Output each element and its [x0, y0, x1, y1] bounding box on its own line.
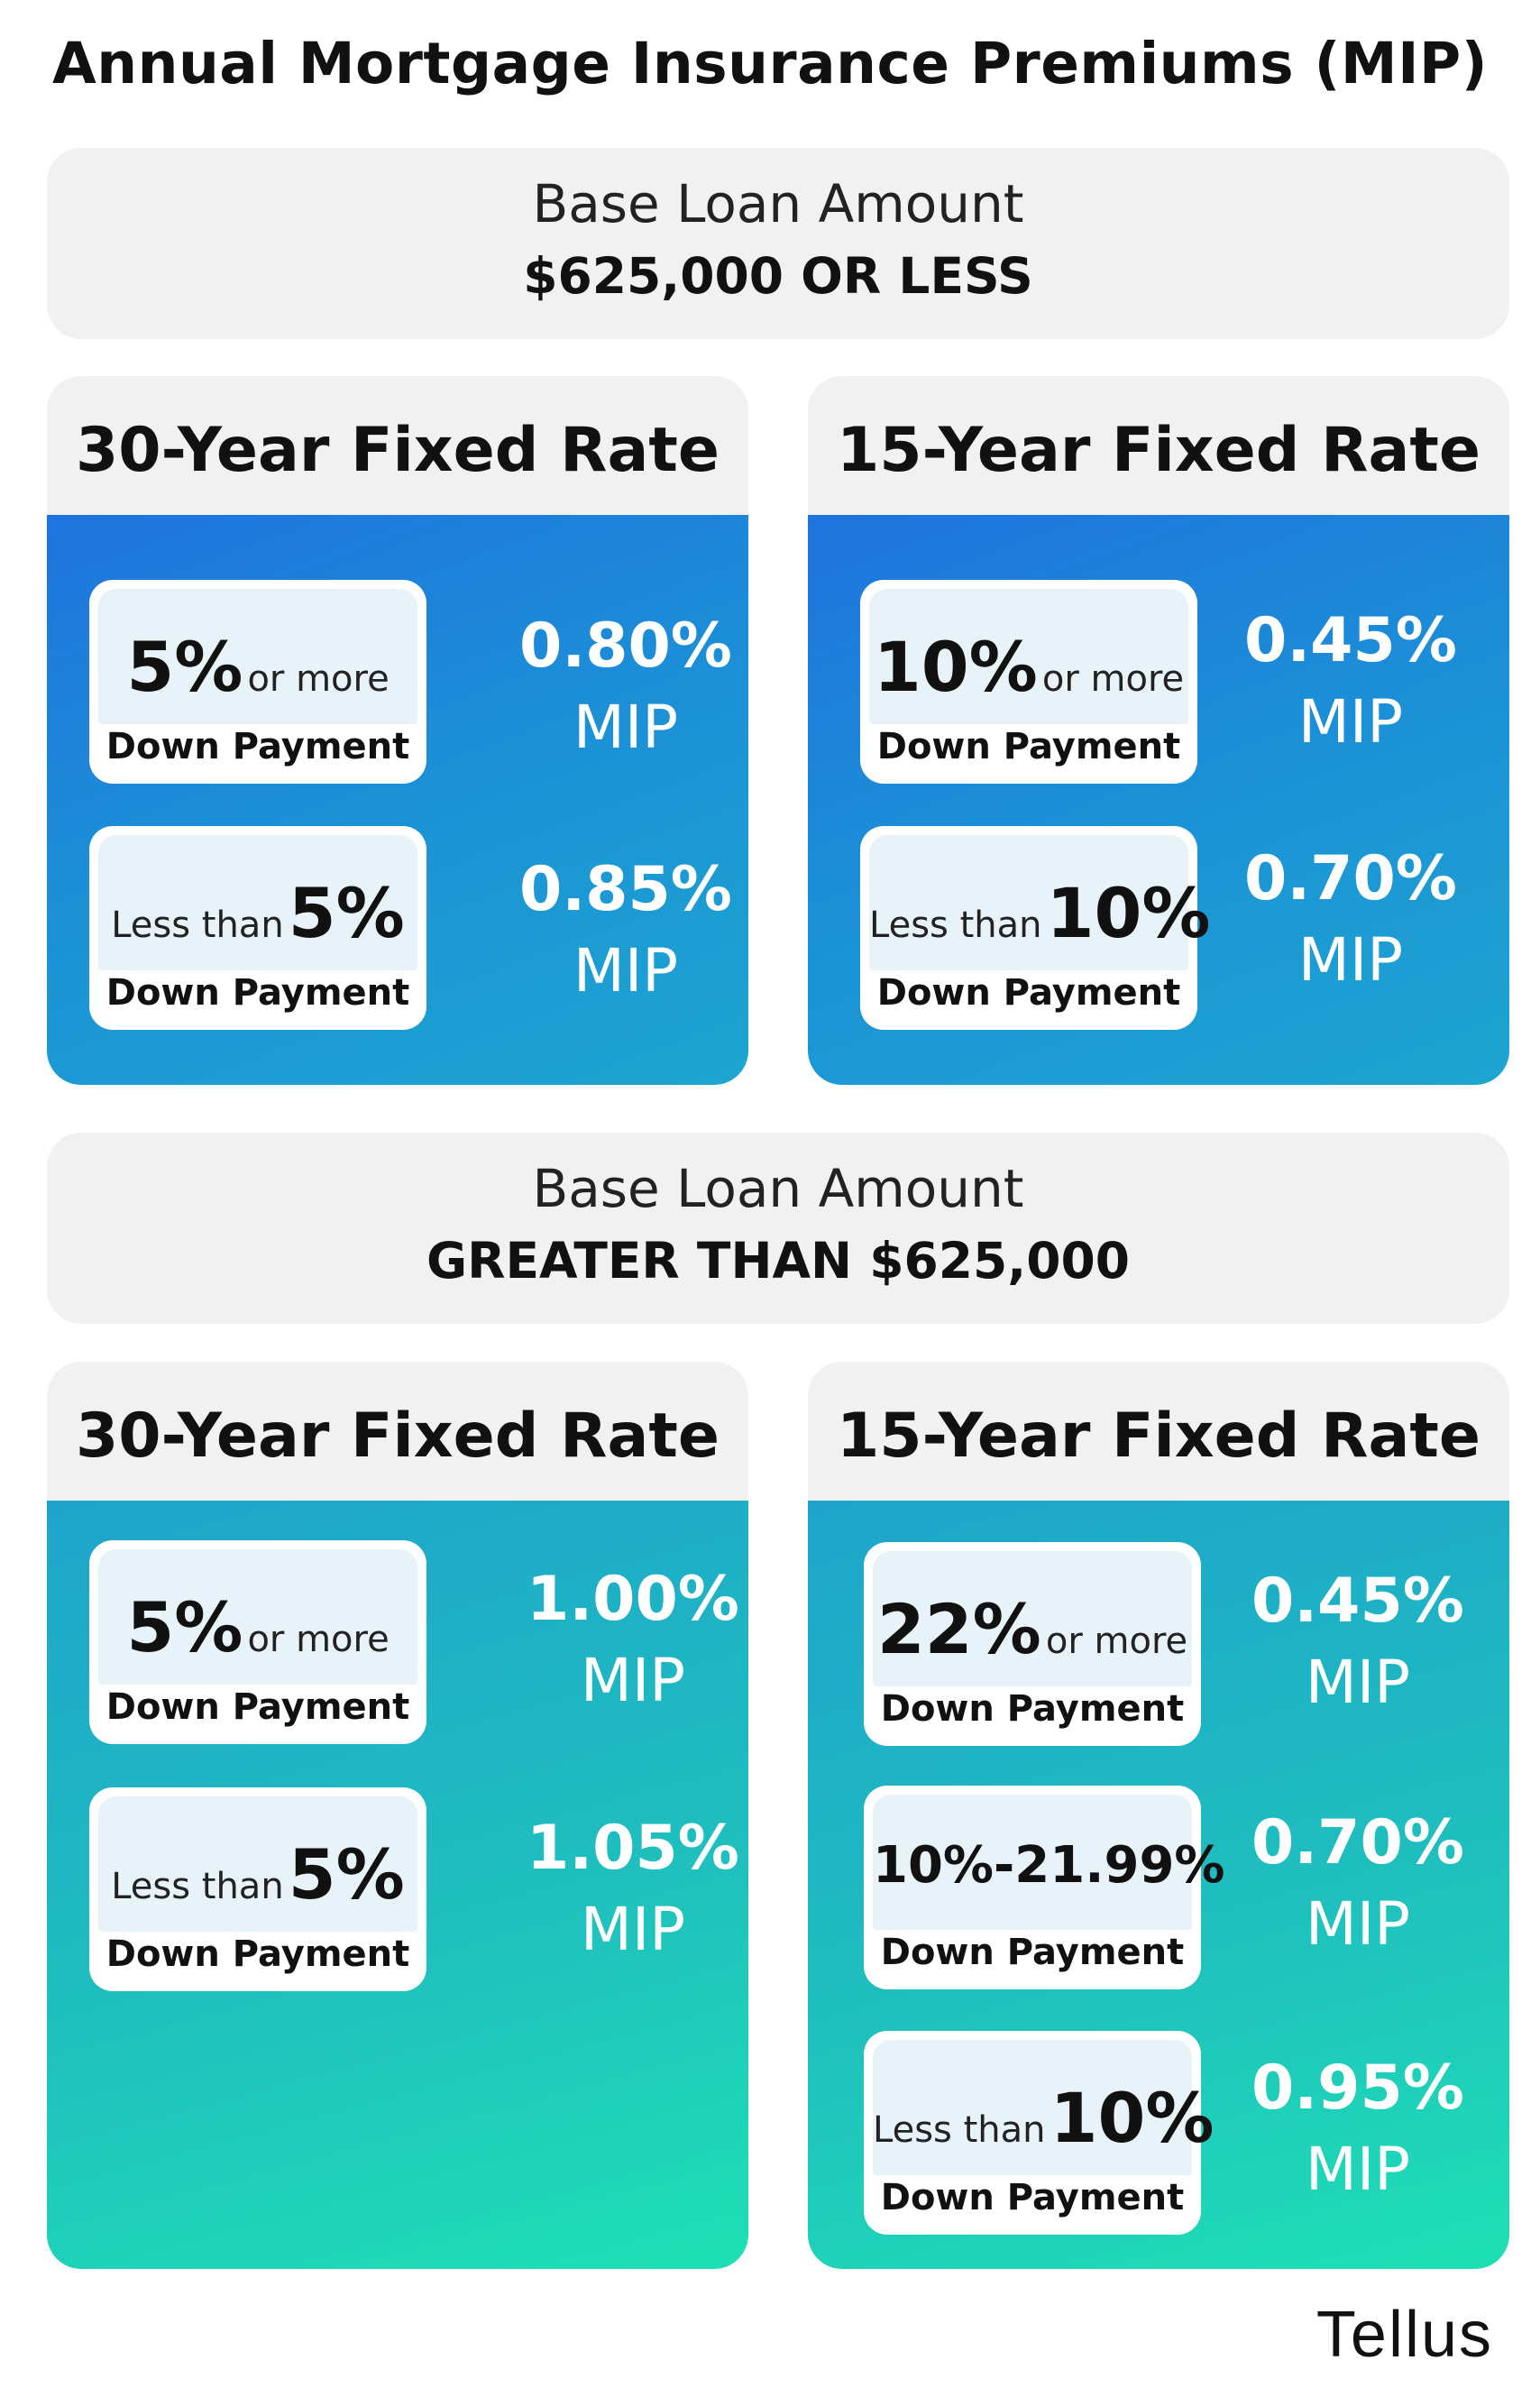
mip-rate: 0.45% MIP — [1224, 605, 1477, 758]
card-percent: 5% — [288, 873, 405, 953]
panel-30-year-standard: 30-Year Fixed Rate 5% or more Down Payme… — [47, 376, 748, 1085]
mip-rate: 0.95% MIP — [1232, 2053, 1484, 2206]
panel-15-year-high-balance: 15-Year Fixed Rate 22% or more Down Paym… — [808, 1362, 1509, 2269]
card-caption: Down Payment — [880, 2177, 1185, 2218]
card-percent: 5% — [126, 627, 243, 707]
mip-percent: 0.85% — [519, 854, 732, 925]
panel-body: 22% or more Down Payment 0.45% MIP 10%-2… — [808, 1501, 1509, 2269]
card-suffix: or more — [1041, 658, 1185, 700]
mip-percent: 0.45% — [1251, 1566, 1464, 1637]
down-payment-card: Less than 5% Down Payment — [89, 1787, 426, 1991]
card-caption: Down Payment — [880, 1688, 1185, 1730]
panel-heading: 30-Year Fixed Rate — [47, 1362, 748, 1501]
down-payment-card: Less than 5% Down Payment — [89, 826, 426, 1030]
card-caption: Down Payment — [105, 1686, 410, 1728]
panel-body: 10% or more Down Payment 0.45% MIP Less … — [808, 515, 1509, 1085]
panel-body: 5% or more Down Payment 0.80% MIP Less t… — [47, 515, 748, 1085]
down-payment-card: 22% or more Down Payment — [864, 1542, 1201, 1746]
card-percent: 5% — [126, 1587, 243, 1667]
panel-body: 5% or more Down Payment 1.00% MIP Less t… — [47, 1501, 748, 2269]
mip-rate: 0.80% MIP — [500, 611, 748, 764]
mip-rate: 1.05% MIP — [507, 1813, 748, 1966]
mip-percent: 0.70% — [1244, 843, 1457, 914]
down-payment-card: 10% or more Down Payment — [860, 580, 1197, 784]
card-prefix: Less than — [111, 905, 284, 946]
base-loan-box-1: Base Loan Amount $625,000 OR LESS — [47, 148, 1509, 339]
card-caption: Down Payment — [105, 726, 410, 767]
card-percent-range: 10%-21.99% — [873, 1836, 1225, 1895]
base-loan-box-2: Base Loan Amount GREATER THAN $625,000 — [47, 1133, 1509, 1324]
down-payment-card: Less than 10% Down Payment — [864, 2031, 1215, 2235]
mip-label: MIP — [1297, 687, 1404, 757]
mip-label: MIP — [573, 693, 679, 762]
card-prefix: Less than — [111, 1866, 284, 1907]
card-percent: 10% — [1050, 2078, 1215, 2158]
mip-rate: 0.85% MIP — [500, 854, 748, 1007]
base-loan-label: Base Loan Amount — [532, 173, 1024, 234]
mip-label: MIP — [1305, 2135, 1411, 2204]
mip-label: MIP — [1305, 1648, 1411, 1717]
mip-percent: 1.00% — [527, 1564, 739, 1635]
mip-percent: 0.80% — [519, 611, 732, 682]
card-caption: Down Payment — [105, 972, 410, 1014]
mip-label: MIP — [1305, 1889, 1411, 1959]
mip-rate: 1.00% MIP — [507, 1564, 748, 1717]
card-prefix: Less than — [873, 2109, 1046, 2151]
mip-percent: 1.05% — [527, 1813, 739, 1884]
mip-label: MIP — [580, 1646, 686, 1715]
card-caption: Down Payment — [880, 1932, 1185, 1973]
panel-heading: 30-Year Fixed Rate — [47, 376, 748, 515]
base-loan-value: GREATER THAN $625,000 — [426, 1232, 1131, 1290]
base-loan-value: $625,000 OR LESS — [523, 247, 1033, 305]
down-payment-card: Less than 10% Down Payment — [860, 826, 1211, 1030]
panel-15-year-standard: 15-Year Fixed Rate 10% or more Down Paym… — [808, 376, 1509, 1085]
mip-label: MIP — [1297, 925, 1404, 995]
page-title: Annual Mortgage Insurance Premiums (MIP) — [52, 31, 1488, 96]
tellus-logo: Tellus — [1315, 2299, 1493, 2371]
mip-percent: 0.95% — [1251, 2053, 1464, 2124]
panel-heading: 15-Year Fixed Rate — [808, 376, 1509, 515]
card-percent: 10% — [1046, 873, 1211, 953]
card-suffix: or more — [1045, 1621, 1188, 1662]
card-percent: 10% — [873, 627, 1038, 707]
panel-heading: 15-Year Fixed Rate — [808, 1362, 1509, 1501]
mip-percent: 0.45% — [1244, 605, 1457, 676]
card-percent: 5% — [288, 1834, 405, 1915]
card-caption: Down Payment — [876, 726, 1181, 767]
panel-30-year-high-balance: 30-Year Fixed Rate 5% or more Down Payme… — [47, 1362, 748, 2269]
card-prefix: Less than — [869, 905, 1042, 946]
mip-label: MIP — [573, 936, 679, 1006]
card-caption: Down Payment — [105, 1933, 410, 1975]
mip-rate: 0.45% MIP — [1232, 1566, 1484, 1719]
base-loan-label: Base Loan Amount — [532, 1158, 1024, 1219]
mip-percent: 0.70% — [1251, 1807, 1464, 1878]
mip-rate: 0.70% MIP — [1224, 843, 1477, 996]
card-suffix: or more — [247, 1619, 390, 1660]
card-percent: 22% — [876, 1589, 1041, 1669]
down-payment-card: 5% or more Down Payment — [89, 1540, 426, 1744]
card-caption: Down Payment — [876, 972, 1181, 1014]
card-suffix: or more — [247, 658, 390, 700]
mip-label: MIP — [580, 1895, 686, 1964]
down-payment-card: 5% or more Down Payment — [89, 580, 426, 784]
down-payment-card: 10%-21.99% Down Payment — [864, 1786, 1225, 1989]
mip-rate: 0.70% MIP — [1232, 1807, 1484, 1961]
